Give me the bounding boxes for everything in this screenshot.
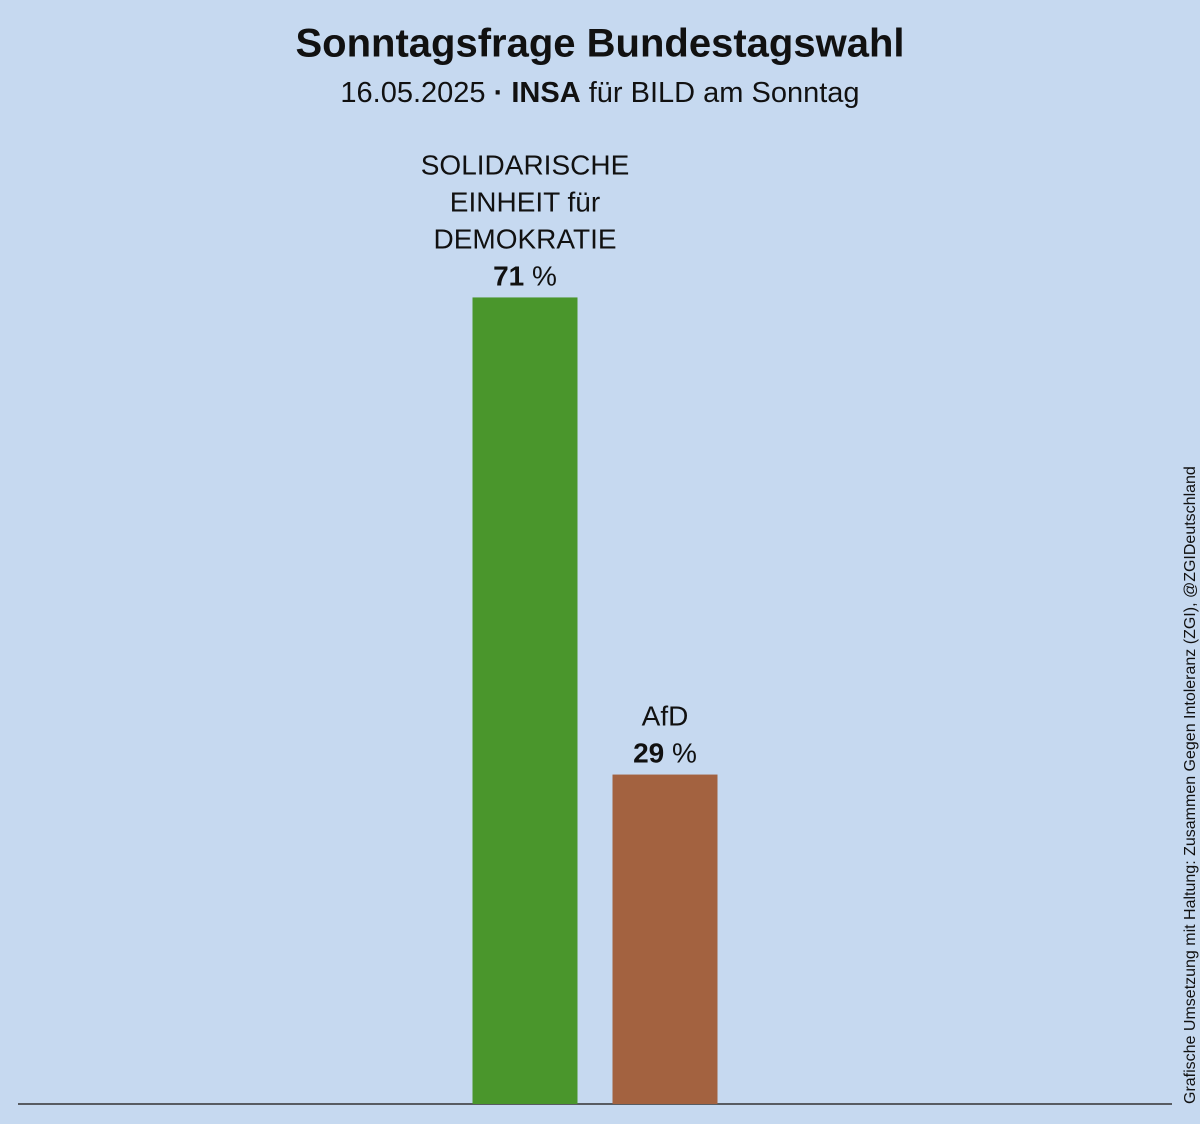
bar [612,774,718,1104]
value-label: 29 % [633,738,697,769]
subtitle-client: für BILD am Sonntag [589,77,860,109]
subtitle-institute: INSA [511,77,580,109]
category-label: AfD [642,701,689,732]
credit: Grafische Umsetzung mit Haltung: Zusamme… [1182,466,1199,1104]
subtitle-date: 16.05.2025 [340,77,485,109]
category-label: SOLIDARISCHE EINHEIT für DEMOKRATIE [421,149,630,254]
chart-title: Sonntagsfrage Bundestagswahl [296,22,905,66]
subtitle-separator: · [494,77,504,109]
bar [472,297,578,1104]
chart-subtitle: 16.05.2025 · INSA für BILD am Sonntag [340,77,859,109]
value-label: 71 % [493,260,557,291]
